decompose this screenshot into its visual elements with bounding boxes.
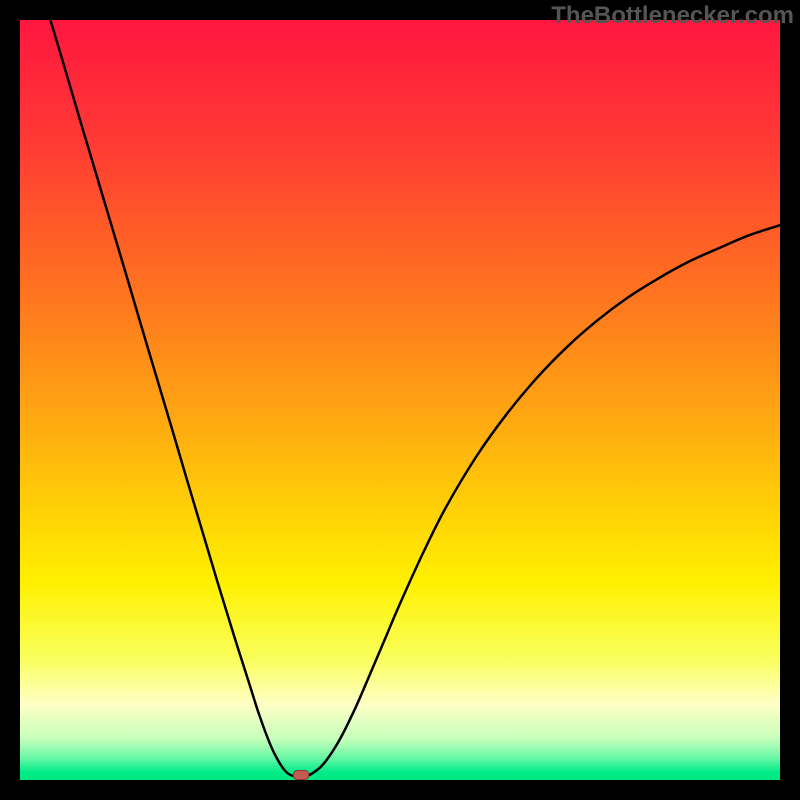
minimum-marker [293, 770, 309, 780]
bottleneck-curve [50, 20, 780, 777]
watermark-label: TheBottlenecker.com [551, 2, 794, 30]
chart-svg [0, 0, 800, 800]
plot-area [20, 20, 780, 780]
chart-container: TheBottlenecker.com [0, 0, 800, 800]
